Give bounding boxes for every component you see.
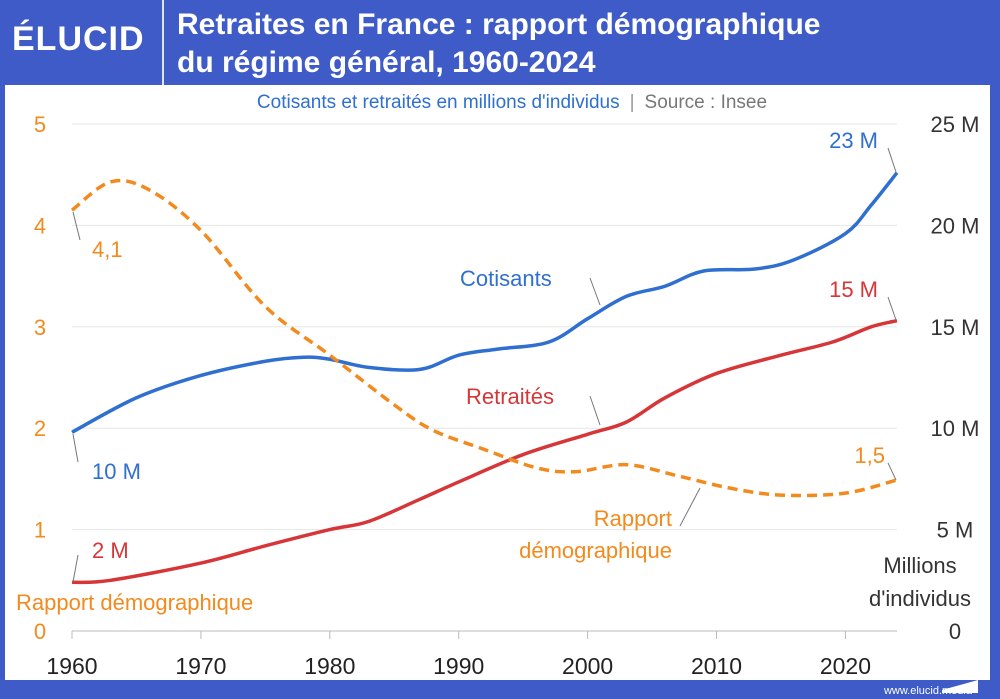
right-axis-label-1: Millions [883, 553, 956, 578]
logo: ÉLUCID [12, 20, 145, 58]
rapport-demographique-line [70, 178, 898, 498]
x-tick-label: 1970 [175, 653, 226, 679]
header: ÉLUCID Retraites en France : rapport dém… [0, 0, 1000, 85]
leader-cotisants-start [72, 433, 79, 463]
leader-lines [72, 147, 897, 583]
left-axis-label: Rapport démographique [16, 590, 253, 615]
retraites-line [71, 319, 898, 585]
cotisants-end-label: 23 M [829, 128, 878, 153]
rapport-start-label: 4,1 [92, 237, 123, 262]
left-tick-label: 1 [34, 518, 46, 543]
chart-title: Retraites en France : rapport démographi… [177, 6, 820, 82]
cotisants-line [71, 171, 899, 434]
cotisants-start-label: 10 M [92, 459, 141, 484]
retraites-end-label: 15 M [829, 277, 878, 302]
header-divider [162, 0, 164, 85]
leader-retraites [589, 395, 601, 426]
right-axis-label-2: d'individus [869, 586, 971, 611]
leader-cotisants [589, 277, 601, 306]
series-label-retraites: Retraités [466, 384, 554, 409]
series-label-rapport-2: démographique [519, 538, 672, 563]
chart-panel [5, 85, 990, 680]
series-label-rapport-1: Rapport [594, 506, 672, 531]
leader-rapport-end [887, 462, 897, 481]
right-tick-label: 15 M [931, 315, 980, 340]
left-tick-label: 2 [34, 416, 46, 441]
leader-cotisants-end [887, 147, 897, 173]
x-tick-label: 1980 [304, 653, 355, 679]
left-tick-label: 0 [34, 619, 46, 644]
chart-subtitle: Cotisants et retraités en millions d'ind… [257, 92, 767, 113]
right-tick-label: 20 M [931, 213, 980, 238]
leader-retraites-start [72, 554, 79, 583]
x-tick-label: 1960 [46, 653, 97, 679]
x-tick-label: 2000 [562, 653, 613, 679]
leader-rapport-start [72, 211, 81, 241]
left-tick-label: 3 [34, 315, 46, 340]
x-tick-label: 2020 [820, 653, 871, 679]
right-tick-label: 5 M [937, 518, 974, 543]
left-tick-label: 4 [34, 213, 46, 238]
right-tick-label: 0 [949, 619, 961, 644]
title-line-2: du régime général, 1960-2024 [177, 46, 596, 79]
leader-retraites-end [887, 296, 897, 321]
retraites-start-label: 2 M [92, 538, 129, 563]
rapport-end-label: 1,5 [854, 443, 885, 468]
footer-logo-mark [942, 680, 978, 693]
right-tick-label: 10 M [931, 416, 980, 441]
x-tick-label: 1990 [433, 653, 484, 679]
leader-rapport [679, 487, 701, 527]
left-tick-label: 5 [34, 112, 46, 137]
x-tick-label: 2010 [691, 653, 742, 679]
series-label-cotisants: Cotisants [460, 266, 552, 291]
title-line-1: Retraites en France : rapport démographi… [177, 8, 821, 41]
right-tick-label: 25 M [931, 112, 980, 137]
